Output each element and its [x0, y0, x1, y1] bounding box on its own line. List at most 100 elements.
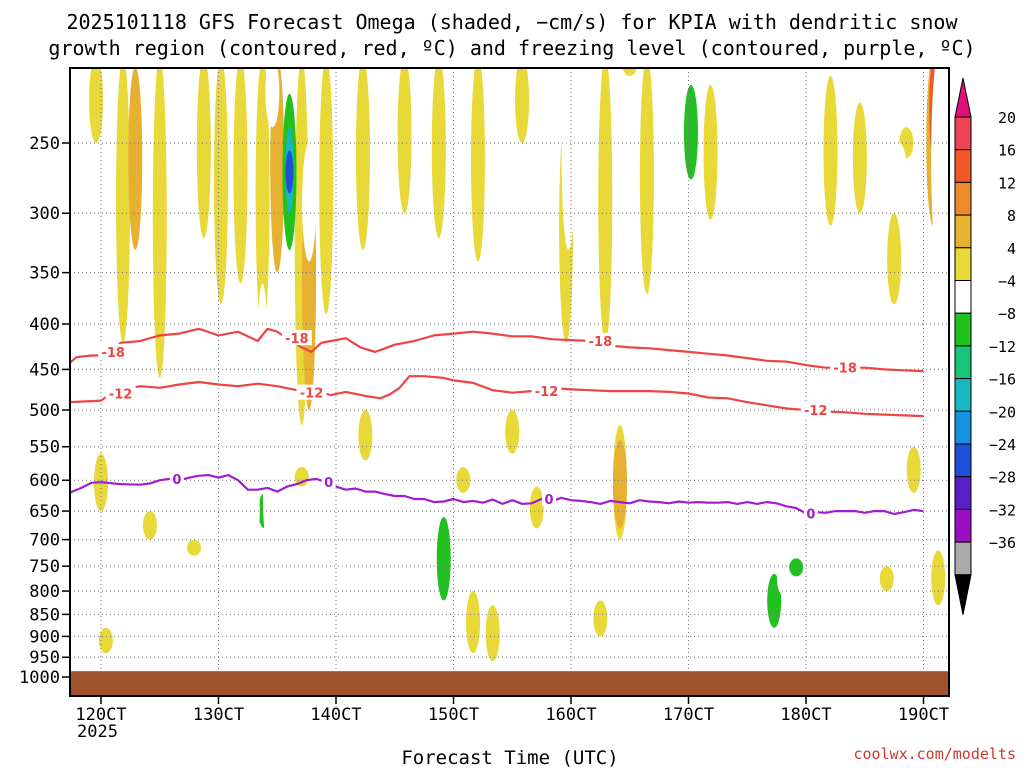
omega-cell — [302, 143, 317, 262]
omega-cell — [554, 453, 569, 506]
colorbar-segment-9 — [954, 410, 972, 445]
omega-cell — [285, 150, 294, 194]
y-tick-label-250: 250 — [29, 134, 60, 154]
omega-cell — [152, 68, 167, 378]
omega-cell — [490, 473, 505, 500]
y-tick-label-300: 300 — [29, 204, 60, 224]
chart-title-line-1: 2025101118 GFS Forecast Omega (shaded, −… — [66, 10, 958, 34]
contour-label-bg — [296, 384, 327, 400]
contour-label-bg — [321, 474, 336, 490]
omega-cell — [213, 68, 228, 305]
contour-label-2-1: 0 — [324, 476, 333, 491]
contour-line-2 — [70, 474, 924, 516]
y-tick-label-900: 900 — [29, 627, 60, 647]
omega-cell — [187, 539, 202, 556]
omega-cell — [412, 550, 427, 658]
omega-cell — [544, 68, 559, 76]
x-tick-label-150CT: 150CT — [428, 705, 479, 725]
omega-cell — [255, 68, 270, 334]
omega-cell — [879, 566, 894, 592]
colorbar-segment-12 — [954, 508, 972, 543]
contour-label-bg — [105, 385, 136, 401]
y-tick-label-650: 650 — [29, 502, 60, 522]
colorbar-segment-4 — [954, 247, 972, 282]
ground-layer — [70, 671, 949, 696]
omega-cell — [128, 68, 143, 250]
omega-cell — [358, 566, 373, 610]
contour-label-bg — [169, 470, 184, 486]
omega-cell — [355, 68, 370, 250]
x-tick-label-180CT: 180CT — [780, 705, 831, 725]
omega-cell — [593, 600, 608, 637]
contour-label-bg — [830, 359, 861, 375]
omega-cell — [466, 591, 481, 654]
omega-cell — [622, 68, 637, 76]
omega-cell — [906, 446, 921, 493]
colorbar-segment-8 — [954, 378, 972, 412]
omega-cell — [431, 68, 446, 239]
colorbar-segment-7 — [954, 345, 972, 380]
y-tick-label-500: 500 — [29, 401, 60, 421]
omega-cell — [598, 68, 613, 343]
contour-labels: -18 -18 -18 -18 -12 -12 -12 -12 0 0 0 0 — [98, 330, 861, 522]
colorbar-label-11: −28 — [989, 469, 1016, 487]
omega-cell — [89, 68, 104, 143]
contour-label-bg — [803, 505, 818, 521]
omega-cell — [515, 68, 530, 143]
omega-cell — [931, 550, 946, 606]
contour-label-0-1: -18 — [285, 332, 309, 347]
x-tick-label-170CT: 170CT — [663, 705, 714, 725]
colorbar-segment-2 — [954, 181, 972, 216]
x-axis: 120CT 130CT 140CT 150CT 160CT 170CT 180CT 190CT — [75, 696, 949, 725]
colorbar-label-12: −32 — [989, 501, 1016, 519]
omega-cell — [887, 213, 902, 305]
colorbar-label-5: −4 — [998, 273, 1016, 291]
omega-cell — [275, 581, 290, 619]
omega-cell — [196, 68, 211, 239]
y-tick-label-1000: 1000 — [19, 668, 60, 688]
omega-cell — [852, 102, 867, 214]
contour-label-0-0: -18 — [101, 346, 125, 361]
colorbar — [954, 77, 972, 615]
contour-label-0-2: -18 — [589, 335, 613, 350]
colorbar-bottom-arrow — [954, 574, 972, 615]
contour-label-bg — [800, 402, 831, 417]
contour-label-bg — [281, 330, 312, 346]
x-tick-label-140CT: 140CT — [310, 705, 361, 725]
x-tick-label-130CT: 130CT — [193, 705, 244, 725]
colorbar-label-13: −36 — [989, 534, 1016, 552]
colorbar-label-0: 20 — [998, 109, 1016, 127]
credit-url[interactable]: coolwx.com/modelts — [853, 745, 1016, 763]
y-tick-label-600: 600 — [29, 471, 60, 491]
y-tick-label-750: 750 — [29, 557, 60, 577]
omega-cell — [397, 68, 412, 214]
omega-cell — [142, 511, 157, 540]
x-tick-label-160CT: 160CT — [545, 705, 596, 725]
y-axis: 2503003504004505005506006507007508008509… — [19, 134, 70, 688]
plot-frame — [69, 67, 950, 697]
colorbar-label-1: 16 — [998, 142, 1016, 160]
contour-label-1-1: -12 — [300, 387, 324, 402]
omega-cell — [725, 522, 740, 535]
y-tick-label-850: 850 — [29, 605, 60, 625]
omega-cell — [270, 514, 285, 540]
colorbar-label-4: 4 — [1007, 240, 1016, 258]
colorbar-label-2: 12 — [998, 174, 1016, 192]
colorbar-segment-11 — [954, 476, 972, 510]
contour-label-1-2: -12 — [535, 385, 559, 400]
x-tick-label-120CT: 120CT — [75, 705, 126, 725]
omega-cell — [358, 410, 373, 461]
contour-line-1 — [70, 375, 924, 418]
y-tick-label-400: 400 — [29, 315, 60, 335]
omega-cell — [470, 68, 485, 262]
omega-cell — [789, 558, 804, 577]
contour-label-bg — [531, 383, 562, 399]
colorbar-top-arrow — [954, 77, 972, 118]
contour-label-bg — [541, 491, 556, 507]
contour-label-1-0: -12 — [109, 387, 133, 402]
omega-cell — [319, 68, 334, 315]
omega-cell — [397, 586, 412, 624]
contour-label-bg — [585, 333, 616, 349]
colorbar-segment-6 — [954, 312, 972, 347]
y-tick-label-550: 550 — [29, 438, 60, 458]
